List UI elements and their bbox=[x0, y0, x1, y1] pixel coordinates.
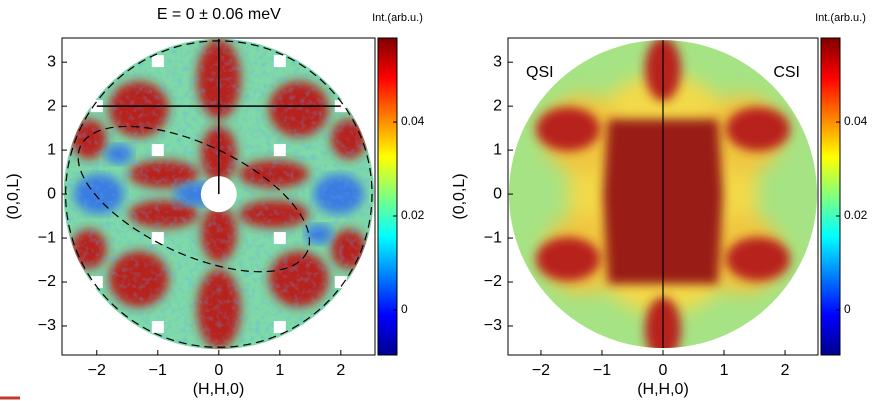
colorbar-tick-label: 0 bbox=[844, 302, 851, 316]
colorbar-tick-label: 0.02 bbox=[401, 208, 425, 222]
dashed-ellipse bbox=[77, 125, 311, 273]
y-tick-label: 3 bbox=[493, 53, 502, 70]
x-tick-label: −1 bbox=[149, 362, 167, 379]
bragg-mask bbox=[151, 55, 164, 68]
hot-region bbox=[536, 107, 600, 152]
colorbar-label: Int.(arb.u.) bbox=[372, 12, 423, 24]
colorbar-tick-label: 0 bbox=[401, 302, 408, 316]
x-tick-label: 0 bbox=[214, 362, 223, 379]
bragg-mask bbox=[151, 144, 164, 157]
y-tick-label: −1 bbox=[484, 229, 502, 246]
y-tick-label: 1 bbox=[47, 141, 56, 158]
annotation: QSI bbox=[526, 64, 554, 81]
y-tick-label: −1 bbox=[38, 229, 56, 246]
y-tick-label: −2 bbox=[38, 273, 56, 290]
x-tick-label: 2 bbox=[336, 362, 345, 379]
bragg-mask bbox=[90, 276, 103, 289]
y-tick-label: 0 bbox=[493, 185, 502, 202]
chart-title: E = 0 ± 0.06 meV bbox=[157, 6, 281, 23]
y-tick-label: 2 bbox=[493, 97, 502, 114]
x-tick-label: 1 bbox=[720, 362, 729, 379]
annotation: CSI bbox=[773, 64, 800, 81]
hot-region bbox=[726, 107, 790, 152]
hot-region bbox=[726, 237, 790, 282]
y-tick-label: 2 bbox=[47, 97, 56, 114]
y-tick-label: −2 bbox=[484, 273, 502, 290]
x-tick-label: 2 bbox=[781, 362, 790, 379]
y-tick-label: 0 bbox=[47, 185, 56, 202]
x-tick-label: −2 bbox=[532, 362, 550, 379]
bragg-mask bbox=[334, 276, 347, 289]
x-axis-label: (H,H,0) bbox=[637, 381, 689, 398]
bragg-mask bbox=[151, 321, 164, 334]
colorbar bbox=[820, 37, 841, 356]
x-axis-label: (H,H,0) bbox=[193, 381, 245, 398]
bragg-mask bbox=[273, 55, 286, 68]
intensity-map bbox=[509, 40, 817, 349]
y-tick-label: 1 bbox=[493, 141, 502, 158]
x-tick-label: −2 bbox=[88, 362, 106, 379]
colorbar-tick-label: 0.04 bbox=[401, 114, 425, 128]
y-tick-label: −3 bbox=[38, 317, 56, 334]
bragg-mask bbox=[273, 321, 286, 334]
y-tick-label: 3 bbox=[47, 53, 56, 70]
y-axis-label: (0,0,L) bbox=[451, 173, 468, 219]
bragg-mask bbox=[151, 232, 164, 245]
bragg-mask bbox=[273, 144, 286, 157]
colorbar bbox=[377, 37, 398, 356]
hot-region bbox=[536, 237, 600, 282]
x-tick-label: −1 bbox=[593, 362, 611, 379]
x-tick-label: 0 bbox=[659, 362, 668, 379]
y-tick-label: −3 bbox=[484, 317, 502, 334]
colorbar-tick-label: 0.02 bbox=[844, 208, 868, 222]
colorbar-label: Int.(arb.u.) bbox=[815, 12, 866, 24]
bragg-mask bbox=[273, 232, 286, 245]
x-tick-label: 1 bbox=[275, 362, 284, 379]
y-axis-label: (0,0,L) bbox=[5, 173, 22, 219]
intensity-map bbox=[63, 38, 374, 350]
colorbar-tick-label: 0.04 bbox=[844, 114, 868, 128]
